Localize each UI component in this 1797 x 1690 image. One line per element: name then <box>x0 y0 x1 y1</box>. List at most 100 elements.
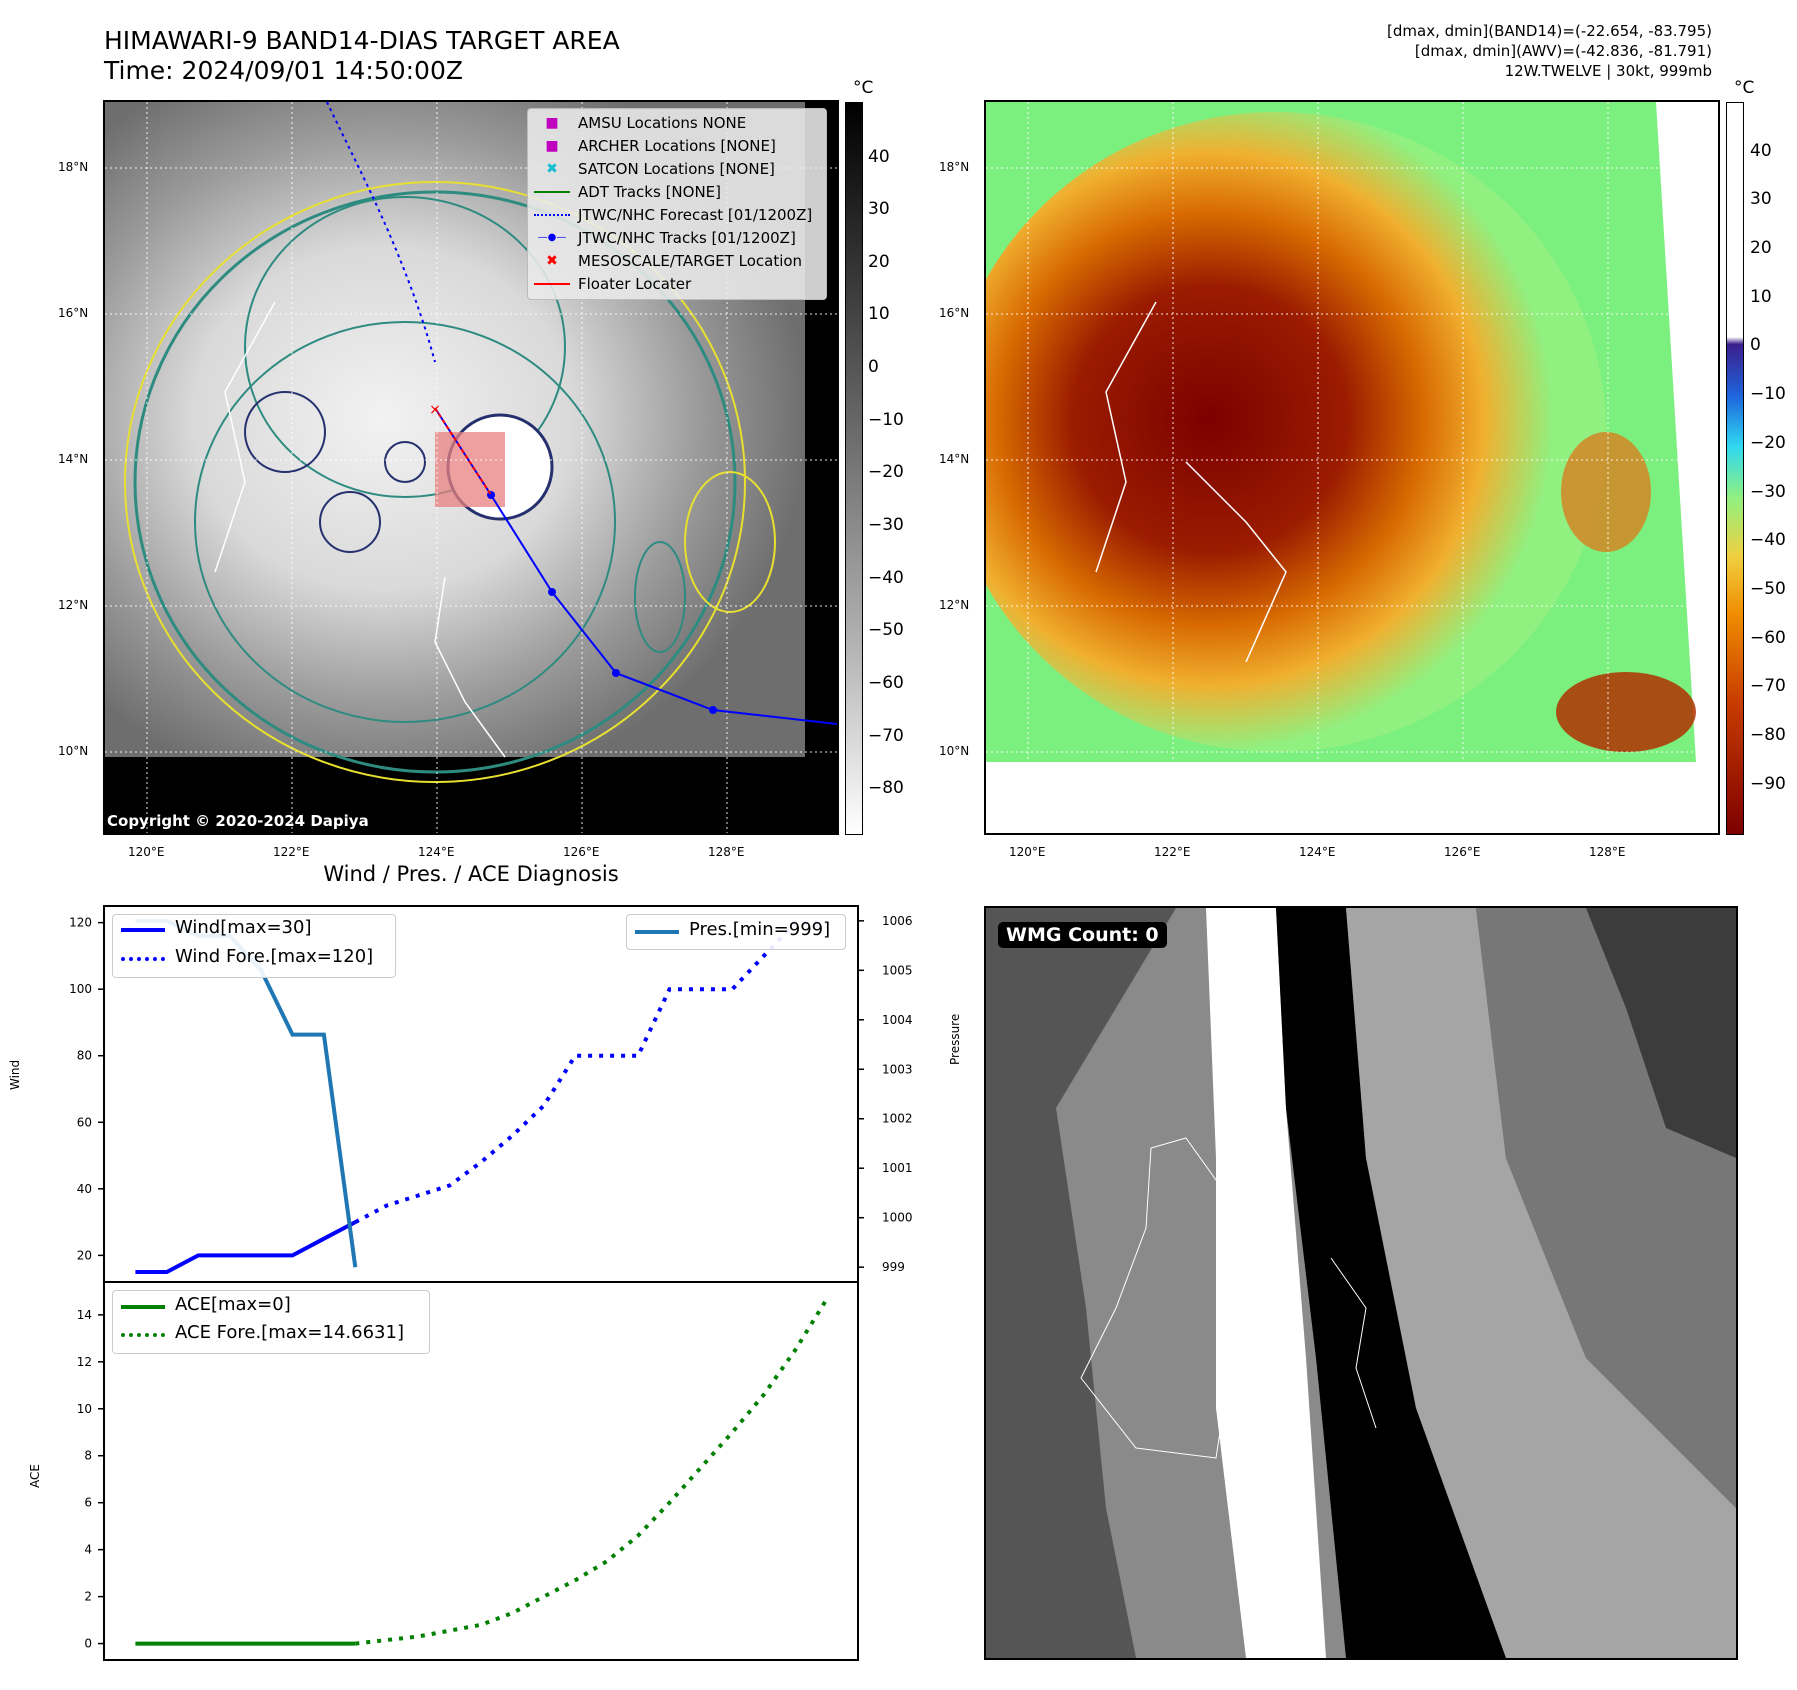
colorbar-tick-label: 40 <box>1750 140 1772 161</box>
wmg-canvas <box>986 908 1736 1658</box>
wind-ytick-label: 20 <box>77 1248 92 1262</box>
lat-label-12: 12°N <box>58 598 89 612</box>
colorbar-tick-label: −40 <box>1750 530 1786 551</box>
legend-swatch: ✖ <box>546 252 558 269</box>
colorbar-tick-label: −30 <box>1750 481 1786 502</box>
ace-ytick-label: 4 <box>84 1543 92 1557</box>
ir-colorbar <box>845 102 863 835</box>
colorbar-tick-label: 40 <box>868 146 890 167</box>
colorbar-tick-label: −10 <box>1750 384 1786 405</box>
ace-legend-swatch <box>121 1305 165 1309</box>
legend-item: ADT Tracks [NONE] <box>534 182 721 204</box>
ace-legend-label: ACE[max=0] <box>175 1294 291 1315</box>
colorbar-tick-label: 20 <box>1750 238 1772 259</box>
awv-colorbar-unit: °C <box>1734 78 1755 98</box>
pressure-legend-swatch <box>635 930 679 934</box>
colorbar-tick-label: 10 <box>1750 286 1772 307</box>
colorbar-tick-label: −50 <box>1750 578 1786 599</box>
lon-label-124: 124°E <box>418 845 455 859</box>
awv-lon-label-126: 126°E <box>1444 845 1481 859</box>
legend-item: —●— JTWC/NHC Tracks [01/1200Z] <box>534 228 796 250</box>
wmg-count-badge: WMG Count: 0 <box>998 922 1167 948</box>
pressure-ytick-label: 1004 <box>882 1013 913 1027</box>
legend-item: ✖ MESOSCALE/TARGET Location <box>534 251 802 273</box>
awv-lat-label-14: 14°N <box>939 452 970 466</box>
legend-item: ■ ARCHER Locations [NONE] <box>534 136 776 158</box>
colorbar-tick-label: −30 <box>868 514 904 535</box>
colorbar-tick-label: 30 <box>868 199 890 220</box>
wind-ytick-label: 60 <box>77 1115 92 1129</box>
storm-info: 12W.TWELVE | 30kt, 999mb <box>1504 62 1712 80</box>
colorbar-tick-label: −60 <box>868 672 904 693</box>
ir-satellite-map: × ■ AMSU Locations NONE ■ ARCHER Locations … <box>103 100 839 835</box>
ace-forecast-legend-label: ACE Fore.[max=14.6631] <box>175 1322 404 1343</box>
colorbar-tick-label: −80 <box>868 778 904 799</box>
awv-colorbar <box>1726 102 1744 835</box>
series-line-1 <box>354 920 827 1224</box>
lon-label-126: 126°E <box>563 845 600 859</box>
colorbar-tick-label: −20 <box>868 462 904 483</box>
awv-lon-label-124: 124°E <box>1299 845 1336 859</box>
legend-label: JTWC/NHC Forecast [01/1200Z] <box>578 205 813 224</box>
colorbar-tick-label: −90 <box>1750 773 1786 794</box>
pressure-ytick-label: 1003 <box>882 1062 913 1076</box>
pressure-ytick-label: 999 <box>882 1260 905 1274</box>
colorbar-tick-label: −10 <box>868 409 904 430</box>
ace-forecast-legend-swatch <box>121 1333 165 1337</box>
diagnosis-title: Wind / Pres. / ACE Diagnosis <box>323 862 619 886</box>
ace-ytick-label: 8 <box>84 1449 92 1463</box>
lat-label-14: 14°N <box>58 452 89 466</box>
ace-ytick-label: 6 <box>84 1496 92 1510</box>
awv-lat-label-10: 10°N <box>939 744 970 758</box>
figure-title-line1: HIMAWARI-9 BAND14-DIAS TARGET AREA <box>104 26 620 55</box>
awv-lat-label-16: 16°N <box>939 306 970 320</box>
wind-legend-swatch <box>121 928 165 932</box>
colorbar-tick-label: −60 <box>1750 627 1786 648</box>
wind-ytick-label: 120 <box>69 916 92 930</box>
awv-lat-label-18: 18°N <box>939 160 970 174</box>
colorbar-tick-label: 0 <box>1750 335 1761 356</box>
lat-label-16: 16°N <box>58 306 89 320</box>
pressure-ytick-label: 1005 <box>882 963 913 977</box>
dmax-band14-info: [dmax, dmin](BAND14)=(-22.654, -83.795) <box>1387 22 1712 40</box>
legend-label: SATCON Locations [NONE] <box>578 159 775 178</box>
legend-swatch: ■ <box>545 114 559 131</box>
wind-forecast-legend-label: Wind Fore.[max=120] <box>175 946 374 967</box>
legend-label: AMSU Locations NONE <box>578 113 747 132</box>
legend-swatch <box>534 190 570 193</box>
legend-label: ARCHER Locations [NONE] <box>578 136 776 155</box>
figure-title-line2: Time: 2024/09/01 14:50:00Z <box>104 56 463 85</box>
ace-ytick-label: 0 <box>84 1637 92 1651</box>
colorbar-tick-label: −70 <box>1750 676 1786 697</box>
map-legend: ■ AMSU Locations NONE ■ ARCHER Locations [N… <box>527 108 827 300</box>
colorbar-tick-label: −50 <box>868 620 904 641</box>
series-line-0 <box>135 1220 357 1274</box>
legend-item: JTWC/NHC Forecast [01/1200Z] <box>534 205 812 227</box>
legend-swatch: ✖ <box>546 160 558 177</box>
awv-color-map <box>984 100 1720 835</box>
ace-ytick-label: 14 <box>77 1308 92 1322</box>
legend-swatch: —●— <box>537 232 567 243</box>
ace-ytick-label: 2 <box>84 1590 92 1604</box>
pressure-legend-label: Pres.[min=999] <box>689 919 831 940</box>
legend-label: JTWC/NHC Tracks [01/1200Z] <box>578 228 796 247</box>
pressure-ytick-label: 1006 <box>882 914 913 928</box>
wind-ytick-label: 100 <box>69 982 92 996</box>
ace-axis-label: ACE <box>28 1464 42 1488</box>
wmg-panel: WMG Count: 0 <box>984 906 1738 1660</box>
colorbar-tick-label: −20 <box>1750 432 1786 453</box>
svg-text:×: × <box>429 402 441 418</box>
pressure-ytick-label: 1002 <box>882 1112 913 1126</box>
colorbar-tick-label: 30 <box>1750 189 1772 210</box>
awv-lon-label-122: 122°E <box>1154 845 1191 859</box>
legend-item: Floater Locater <box>534 274 691 296</box>
lon-label-128: 128°E <box>708 845 745 859</box>
wind-legend-label: Wind[max=30] <box>175 917 312 938</box>
lon-label-122: 122°E <box>273 845 310 859</box>
ace-legend: ACE[max=0] ACE Fore.[max=14.6631] <box>112 1290 430 1354</box>
legend-swatch: ■ <box>545 137 559 154</box>
pressure-legend: Pres.[min=999] <box>626 914 846 950</box>
awv-map-canvas <box>986 102 1718 833</box>
lon-label-120: 120°E <box>128 845 165 859</box>
